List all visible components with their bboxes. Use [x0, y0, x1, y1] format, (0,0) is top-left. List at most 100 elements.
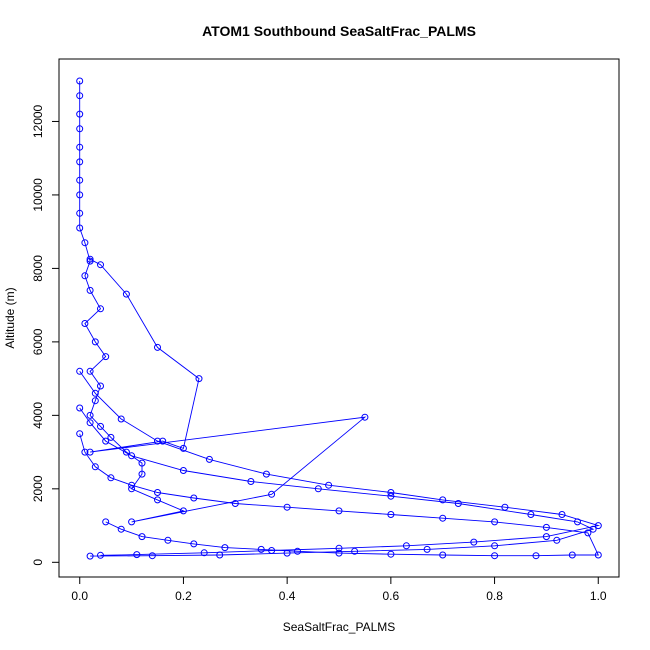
data-point [102, 518, 110, 526]
data-point [268, 490, 276, 498]
data-point [553, 536, 561, 544]
series-line [79, 371, 601, 556]
data-point [491, 518, 499, 526]
data-point [231, 500, 239, 507]
data-point [283, 503, 291, 511]
series-layer [76, 77, 602, 560]
data-point [179, 507, 187, 515]
data-point [532, 552, 540, 560]
data-point [76, 158, 84, 166]
data-point [86, 448, 94, 456]
data-point [76, 430, 84, 438]
data-point [179, 467, 187, 474]
chart-title: ATOM1 Southbound SeaSaltFrac_PALMS [202, 23, 476, 39]
data-point [107, 474, 115, 482]
data-point [138, 470, 146, 478]
data-point [138, 533, 146, 541]
data-point [195, 375, 203, 383]
data-point [351, 547, 359, 555]
data-point [542, 533, 550, 541]
data-point [86, 552, 94, 560]
data-point [568, 551, 576, 559]
data-point [86, 286, 94, 294]
data-point [501, 503, 509, 511]
data-point [91, 389, 99, 397]
data-point [148, 552, 156, 560]
data-point [128, 518, 136, 526]
data-point [294, 547, 301, 555]
data-point [584, 529, 592, 537]
data-point [491, 552, 499, 560]
y-axis-label: Altitude (m) [3, 287, 17, 348]
data-point [91, 338, 99, 346]
data-point [102, 437, 110, 445]
data-point [594, 551, 602, 559]
x-tick-label: 1.0 [590, 589, 607, 603]
data-point [387, 511, 395, 518]
data-point [76, 77, 84, 85]
data-point [558, 511, 566, 518]
data-point [76, 125, 84, 133]
y-tick-label: 0 [31, 559, 45, 566]
data-point [594, 522, 602, 530]
data-point [179, 444, 187, 452]
data-point [76, 176, 84, 184]
data-point [128, 485, 136, 493]
data-point [164, 536, 172, 544]
data-point [470, 538, 478, 546]
data-point [107, 433, 115, 441]
data-point [159, 437, 167, 445]
data-point [361, 413, 369, 421]
y-tick-label: 12000 [31, 104, 45, 138]
data-point [76, 367, 84, 375]
data-point [491, 542, 499, 550]
data-point [76, 224, 84, 232]
series-line [79, 433, 600, 557]
x-tick-label: 0.2 [175, 589, 192, 603]
data-point [190, 540, 198, 548]
data-point [154, 496, 161, 504]
data-point [314, 485, 322, 493]
y-tick-label: 2000 [31, 475, 45, 502]
data-point [154, 437, 161, 445]
data-point [81, 239, 89, 247]
series-line [79, 407, 595, 557]
data-point [91, 397, 99, 405]
data-point [128, 481, 136, 489]
data-point [86, 419, 94, 427]
data-point [262, 470, 270, 478]
data-point [86, 367, 94, 375]
data-point [439, 496, 447, 504]
data-point [76, 92, 84, 100]
y-tick-label: 8000 [31, 255, 45, 282]
data-point [325, 481, 333, 489]
data-point [387, 550, 395, 558]
data-point [122, 448, 130, 456]
data-point [247, 478, 255, 485]
data-point [221, 544, 229, 552]
data-point [86, 411, 94, 419]
data-point [97, 382, 104, 390]
data-point [91, 463, 99, 471]
data-point [102, 353, 110, 361]
data-point [439, 514, 447, 522]
data-point [542, 523, 550, 531]
data-point [86, 257, 94, 265]
data-point [205, 455, 213, 463]
data-point [86, 255, 94, 263]
data-point [589, 525, 597, 533]
data-point [76, 110, 84, 118]
data-point [154, 343, 161, 351]
series-line [79, 81, 367, 523]
data-point [97, 551, 104, 559]
data-point [76, 143, 84, 151]
data-point [527, 511, 535, 518]
x-axis: 0.0 0.2 0.4 0.6 0.8 1.0 [71, 577, 607, 603]
data-point [154, 489, 161, 496]
y-tick-label: 10000 [31, 178, 45, 212]
x-tick-label: 0.6 [383, 589, 400, 603]
data-point [138, 459, 146, 467]
y-tick-label: 6000 [31, 328, 45, 355]
plot-frame [58, 58, 620, 578]
